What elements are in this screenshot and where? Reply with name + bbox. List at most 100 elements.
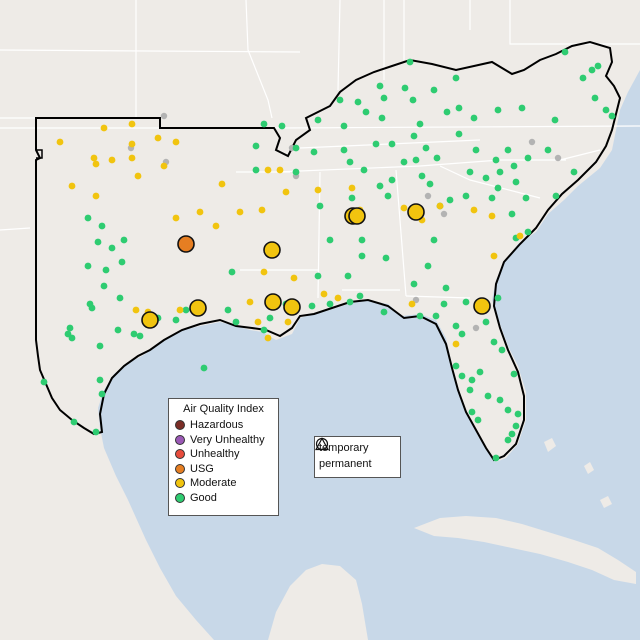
monitor-good[interactable] (252, 166, 260, 174)
monitor-moderate[interactable] (196, 208, 204, 216)
monitor-good[interactable] (492, 156, 500, 164)
monitor-good[interactable] (518, 104, 526, 112)
monitor-good[interactable] (522, 194, 530, 202)
monitor-good[interactable] (308, 302, 316, 310)
monitor-good[interactable] (412, 156, 420, 164)
monitor-good[interactable] (344, 272, 352, 280)
monitor-good[interactable] (96, 342, 104, 350)
monitor-good[interactable] (88, 304, 96, 312)
monitor-good[interactable] (458, 372, 466, 380)
monitor-good[interactable] (336, 96, 344, 104)
monitor-good[interactable] (102, 266, 110, 274)
monitor-good[interactable] (98, 390, 106, 398)
monitor-good[interactable] (92, 428, 100, 436)
monitor-moderate[interactable] (254, 318, 262, 326)
monitor-good[interactable] (551, 116, 559, 124)
monitor-good[interactable] (378, 114, 386, 122)
monitor-moderate[interactable] (92, 192, 100, 200)
monitor-good[interactable] (504, 436, 512, 444)
monitor-no-data[interactable] (424, 192, 432, 200)
monitor-good[interactable] (494, 184, 502, 192)
monitor-moderate-large[interactable] (348, 207, 366, 225)
monitor-moderate[interactable] (132, 306, 140, 314)
monitor-good[interactable] (594, 62, 602, 70)
monitor-good[interactable] (472, 146, 480, 154)
monitor-good[interactable] (96, 376, 104, 384)
monitor-good[interactable] (108, 244, 116, 252)
monitor-good[interactable] (452, 322, 460, 330)
monitor-good[interactable] (340, 146, 348, 154)
monitor-moderate[interactable] (284, 318, 292, 326)
monitor-good[interactable] (380, 308, 388, 316)
monitor-good[interactable] (400, 158, 408, 166)
monitor-good[interactable] (116, 294, 124, 302)
monitor-good[interactable] (432, 312, 440, 320)
monitor-good[interactable] (416, 312, 424, 320)
monitor-good[interactable] (346, 158, 354, 166)
monitor-good[interactable] (260, 120, 268, 128)
monitor-good[interactable] (591, 94, 599, 102)
monitor-good[interactable] (84, 214, 92, 222)
monitor-good[interactable] (452, 362, 460, 370)
monitor-good[interactable] (172, 316, 180, 324)
monitor-good[interactable] (470, 114, 478, 122)
monitor-good[interactable] (100, 282, 108, 290)
monitor-good[interactable] (496, 168, 504, 176)
monitor-good[interactable] (440, 300, 448, 308)
monitor-moderate[interactable] (516, 232, 524, 240)
monitor-good[interactable] (310, 148, 318, 156)
monitor-good[interactable] (462, 298, 470, 306)
monitor-moderate[interactable] (172, 138, 180, 146)
monitor-moderate-large[interactable] (407, 203, 425, 221)
monitor-good[interactable] (433, 154, 441, 162)
monitor-good[interactable] (446, 196, 454, 204)
monitor-good[interactable] (224, 306, 232, 314)
monitor-good[interactable] (492, 454, 500, 462)
monitor-good[interactable] (552, 192, 560, 200)
monitor-good[interactable] (602, 106, 610, 114)
monitor-good[interactable] (579, 74, 587, 82)
monitor-moderate[interactable] (314, 186, 322, 194)
monitor-moderate[interactable] (290, 274, 298, 282)
monitor-good[interactable] (66, 324, 74, 332)
monitor-moderate[interactable] (134, 172, 142, 180)
monitor-moderate[interactable] (276, 166, 284, 174)
monitor-moderate[interactable] (258, 206, 266, 214)
monitor-good[interactable] (376, 82, 384, 90)
monitor-good[interactable] (346, 298, 354, 306)
monitor-moderate-large[interactable] (473, 297, 491, 315)
monitor-good[interactable] (410, 280, 418, 288)
monitor-moderate[interactable] (470, 206, 478, 214)
monitor-moderate[interactable] (218, 180, 226, 188)
monitor-moderate[interactable] (400, 204, 408, 212)
monitor-moderate[interactable] (128, 140, 136, 148)
monitor-good[interactable] (316, 202, 324, 210)
monitor-good[interactable] (466, 168, 474, 176)
monitor-good[interactable] (136, 332, 144, 340)
monitor-good[interactable] (314, 116, 322, 124)
monitor-good[interactable] (494, 106, 502, 114)
monitor-good[interactable] (326, 300, 334, 308)
monitor-good[interactable] (358, 236, 366, 244)
monitor-good[interactable] (388, 140, 396, 148)
monitor-moderate[interactable] (68, 182, 76, 190)
monitor-no-data[interactable] (160, 112, 168, 120)
monitor-moderate[interactable] (108, 156, 116, 164)
monitor-good[interactable] (182, 306, 190, 314)
monitor-good[interactable] (484, 392, 492, 400)
monitor-moderate-large[interactable] (141, 311, 159, 329)
monitor-moderate[interactable] (334, 294, 342, 302)
monitor-good[interactable] (443, 108, 451, 116)
monitor-good[interactable] (356, 292, 364, 300)
monitor-good[interactable] (340, 122, 348, 130)
monitor-no-data[interactable] (528, 138, 536, 146)
monitor-moderate[interactable] (264, 166, 272, 174)
monitor-good[interactable] (94, 238, 102, 246)
monitor-good[interactable] (278, 122, 286, 130)
monitor-good[interactable] (608, 112, 616, 120)
monitor-good[interactable] (482, 318, 490, 326)
monitor-good[interactable] (466, 386, 474, 394)
monitor-good[interactable] (514, 410, 522, 418)
monitor-good[interactable] (570, 168, 578, 176)
